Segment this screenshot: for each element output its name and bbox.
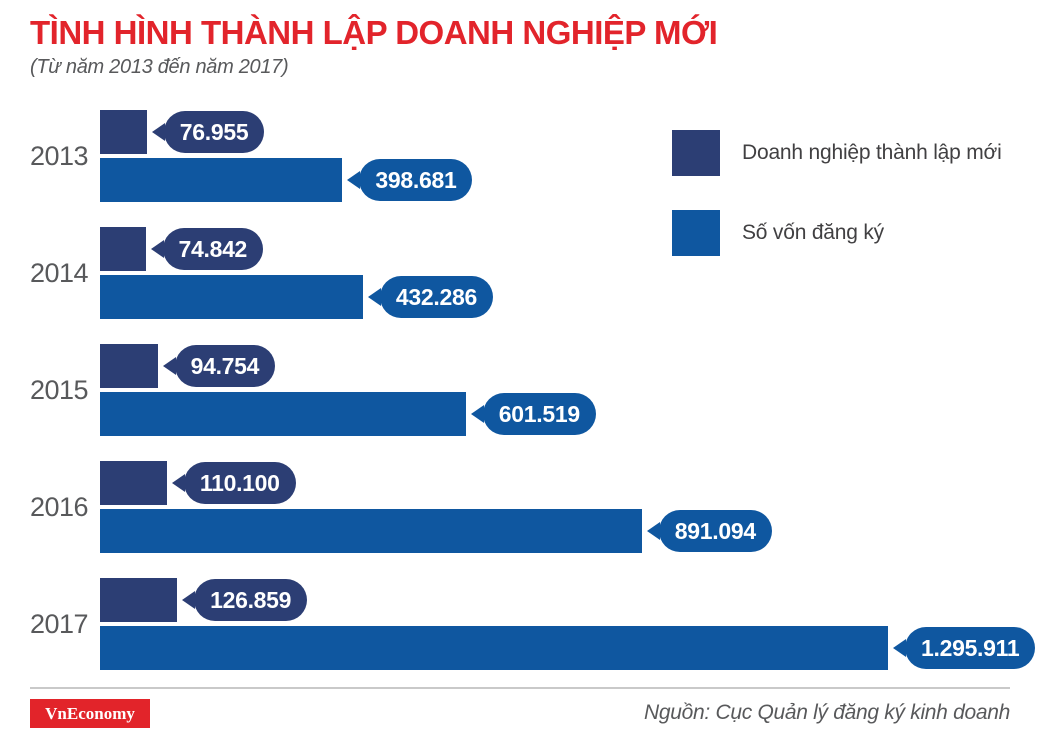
value-callout: 398.681 <box>347 159 473 201</box>
bar-row-capital: 891.094 <box>100 509 1040 553</box>
bar-row-capital: 432.286 <box>100 275 1040 319</box>
callout-arrow-icon <box>470 405 484 423</box>
chart-group-2016: 2016 110.100 891.094 <box>0 461 1040 553</box>
callout-arrow-icon <box>367 288 381 306</box>
legend-item-registered-capital: Số vốn đăng ký <box>672 210 1002 256</box>
value-label: 74.842 <box>178 236 248 262</box>
bar-row-capital: 398.681 <box>100 158 1040 202</box>
bar-row-count: 74.842 <box>100 227 1040 271</box>
source-text: Nguồn: Cục Quản lý đăng ký kinh doanh <box>644 701 1010 724</box>
value-label: 1.295.911 <box>921 635 1020 661</box>
year-label: 2013 <box>30 140 89 171</box>
bar-pair: 126.859 1.295.911 <box>100 578 1040 670</box>
year-label: 2017 <box>30 608 89 639</box>
bar-pair: 110.100 891.094 <box>100 461 1040 553</box>
bar-pair: 94.754 601.519 <box>100 344 1040 436</box>
value-callout: 76.955 <box>151 111 265 153</box>
bar-pair: 74.842 432.286 <box>100 227 1040 319</box>
legend-label: Doanh nghiệp thành lập mới <box>742 141 1002 164</box>
new-businesses-bar <box>100 578 178 622</box>
bar-row-count: 126.859 <box>100 578 1040 622</box>
callout-arrow-icon <box>150 240 164 258</box>
bar-chart: 2013 76.955 398.681 2014 74.842 432.286 2015 94… <box>0 110 1040 695</box>
callout-arrow-icon <box>171 474 185 492</box>
value-label: 432.286 <box>395 284 477 310</box>
callout-arrow-icon <box>162 357 176 375</box>
legend-item-new-businesses: Doanh nghiệp thành lập mới <box>672 130 1002 176</box>
value-label: 126.859 <box>210 587 292 613</box>
bar-row-capital: 1.295.911 <box>100 626 1040 670</box>
callout-arrow-icon <box>182 591 196 609</box>
registered-capital-bar <box>100 626 888 670</box>
bar-row-capital: 601.519 <box>100 392 1040 436</box>
page-subtitle: (Từ năm 2013 đến năm 2017) <box>30 56 289 78</box>
bar-row-count: 76.955 <box>100 110 1040 154</box>
year-label: 2014 <box>30 257 89 288</box>
callout-arrow-icon <box>646 522 660 540</box>
value-label: 398.681 <box>375 167 457 193</box>
chart-group-2017: 2017 126.859 1.295.911 <box>0 578 1040 670</box>
chart-legend: Doanh nghiệp thành lập mới Số vốn đăng k… <box>672 130 1002 290</box>
legend-swatch-blue <box>672 210 720 256</box>
value-label: 110.100 <box>199 470 280 496</box>
chart-group-2015: 2015 94.754 601.519 <box>0 344 1040 436</box>
new-businesses-bar <box>100 461 167 505</box>
value-callout: 1.295.911 <box>893 627 1036 669</box>
callout-arrow-icon <box>893 639 906 657</box>
value-callout: 94.754 <box>162 345 276 387</box>
value-callout: 126.859 <box>182 579 308 621</box>
value-callout: 601.519 <box>470 393 596 435</box>
value-label: 94.754 <box>190 353 260 379</box>
legend-swatch-navy <box>672 130 720 176</box>
value-callout: 74.842 <box>150 228 264 270</box>
page-title: TÌNH HÌNH THÀNH LẬP DOANH NGHIỆP MỚI <box>30 14 718 51</box>
registered-capital-bar <box>100 509 642 553</box>
value-label: 601.519 <box>498 401 580 427</box>
year-label: 2015 <box>30 374 89 405</box>
new-businesses-bar <box>100 110 147 154</box>
value-callout: 110.100 <box>171 462 296 504</box>
bar-pair: 76.955 398.681 <box>100 110 1040 202</box>
registered-capital-bar <box>100 392 466 436</box>
legend-label: Số vốn đăng ký <box>742 221 884 244</box>
value-callout: 432.286 <box>367 276 493 318</box>
vneconomy-logo: VnEconomy <box>30 699 150 728</box>
chart-group-2013: 2013 76.955 398.681 <box>0 110 1040 202</box>
bar-row-count: 110.100 <box>100 461 1040 505</box>
chart-header: TÌNH HÌNH THÀNH LẬP DOANH NGHIỆP MỚI (Từ… <box>0 0 1040 79</box>
value-label: 891.094 <box>674 518 756 544</box>
chart-group-2014: 2014 74.842 432.286 <box>0 227 1040 319</box>
bar-row-count: 94.754 <box>100 344 1040 388</box>
new-businesses-bar <box>100 344 158 388</box>
footer-divider <box>30 687 1010 689</box>
registered-capital-bar <box>100 158 343 202</box>
new-businesses-bar <box>100 227 146 271</box>
registered-capital-bar <box>100 275 363 319</box>
value-callout: 891.094 <box>646 510 772 552</box>
value-label: 76.955 <box>179 119 249 145</box>
callout-arrow-icon <box>347 171 361 189</box>
callout-arrow-icon <box>151 123 165 141</box>
year-label: 2016 <box>30 491 89 522</box>
